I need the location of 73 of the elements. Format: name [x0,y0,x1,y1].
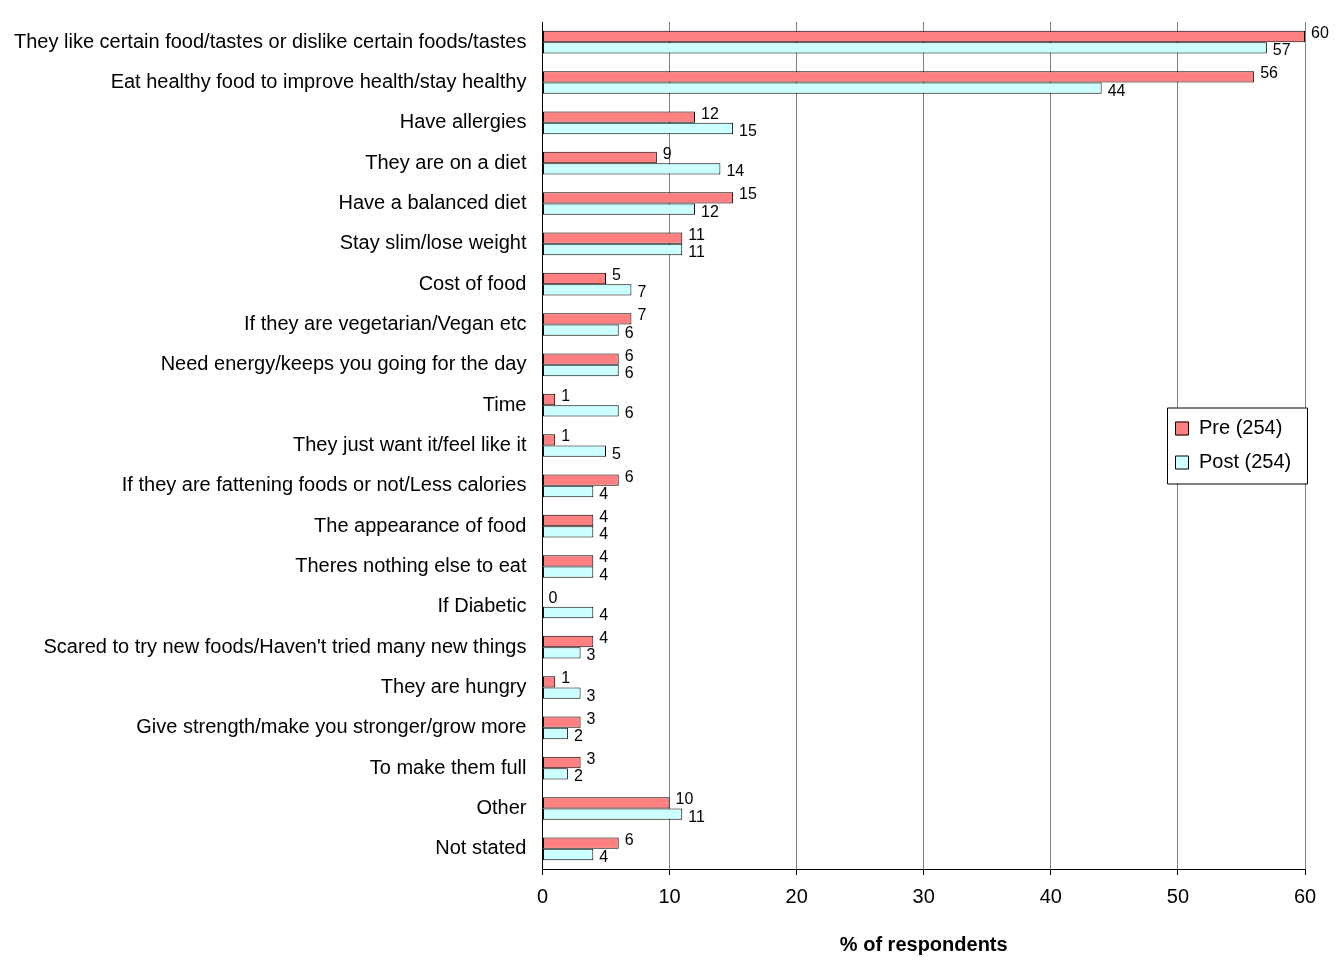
x-tick-label: 60 [1293,884,1317,907]
x-tick-label: 20 [785,884,808,907]
data-label: 12 [700,202,719,220]
data-label: 14 [726,162,745,180]
data-label: 3 [586,686,596,704]
y-tick-label: Need energy/keeps you going for the day [160,352,527,375]
y-tick-label: The appearance of food [314,513,527,536]
data-label: 4 [599,847,609,865]
y-tick-label: Time [482,392,527,415]
data-label: 7 [637,283,647,301]
y-tick-label: They like certain food/tastes or dislike certain foods/tastes [13,29,527,52]
data-label: 5 [612,265,622,283]
y-tick-label: They just want it/feel like it [293,433,527,456]
data-label: 6 [624,363,634,381]
data-label: 15 [739,185,757,203]
data-label: 15 [739,121,757,139]
data-label: 7 [637,306,647,324]
data-label: 12 [700,104,719,122]
data-label: 4 [599,507,609,525]
y-tick-label: Have a balanced diet [338,191,527,214]
data-label: 1 [561,427,571,445]
data-label: 60 [1311,23,1329,41]
y-tick-label: They are on a diet [365,150,527,173]
x-axis-title: % of respondents [839,932,1008,955]
data-label: 3 [586,749,596,767]
y-tick-label: If they are fattening foods or not/Less calories [121,473,527,496]
data-label: 6 [624,467,634,485]
data-label: 4 [599,525,609,543]
y-tick-label: They are hungry [380,675,527,698]
y-tick-label: Have allergies [399,110,527,133]
x-tick-label: 50 [1166,884,1190,907]
x-tick-label: 30 [912,884,935,907]
data-label: 2 [573,726,583,744]
data-label: 2 [573,767,583,785]
data-label: 4 [599,628,609,646]
data-label: 11 [688,807,705,825]
data-label: 44 [1107,81,1126,99]
data-label: 3 [586,646,596,664]
data-label: 9 [662,144,672,162]
y-tick-label: Other [476,796,527,819]
legend-label: Pre (254) [1199,416,1283,439]
data-label: 6 [624,404,634,422]
y-tick-label: Eat healthy food to improve health/stay healthy [110,70,527,93]
data-label: 11 [688,225,705,243]
data-label: 4 [599,484,609,502]
data-label: 10 [675,790,694,808]
y-tick-label: If Diabetic [437,594,527,617]
data-label: 6 [624,346,634,364]
y-tick-label: Not stated [435,836,527,859]
data-label: 5 [612,444,622,462]
data-label: 57 [1272,41,1291,59]
y-tick-label: Cost of food [418,271,527,294]
y-tick-label: Give strength/make you stronger/grow more [136,715,527,738]
data-label: 56 [1260,64,1279,82]
y-tick-label: Theres nothing else to eat [295,554,527,577]
data-label: 11 [688,242,705,260]
x-tick-label: 10 [658,884,681,907]
data-label: 1 [561,386,571,404]
data-label: 4 [599,565,609,583]
x-tick-label: 0 [536,884,549,907]
y-tick-label: Scared to try new foods/Haven't tried many new things [43,634,527,657]
data-label: 1 [561,669,571,687]
y-tick-label: If they are vegetarian/Vegan etc [244,312,527,335]
y-tick-label: Stay slim/lose weight [339,231,527,254]
data-label: 6 [624,323,634,341]
data-label: 6 [624,830,634,848]
legend-label: Post (254) [1199,450,1292,473]
data-label: 0 [548,588,558,606]
x-tick-label: 40 [1039,884,1062,907]
data-label: 4 [599,548,609,566]
y-tick-label: To make them full [369,755,527,778]
data-label: 4 [599,605,609,623]
data-label: 3 [586,709,596,727]
